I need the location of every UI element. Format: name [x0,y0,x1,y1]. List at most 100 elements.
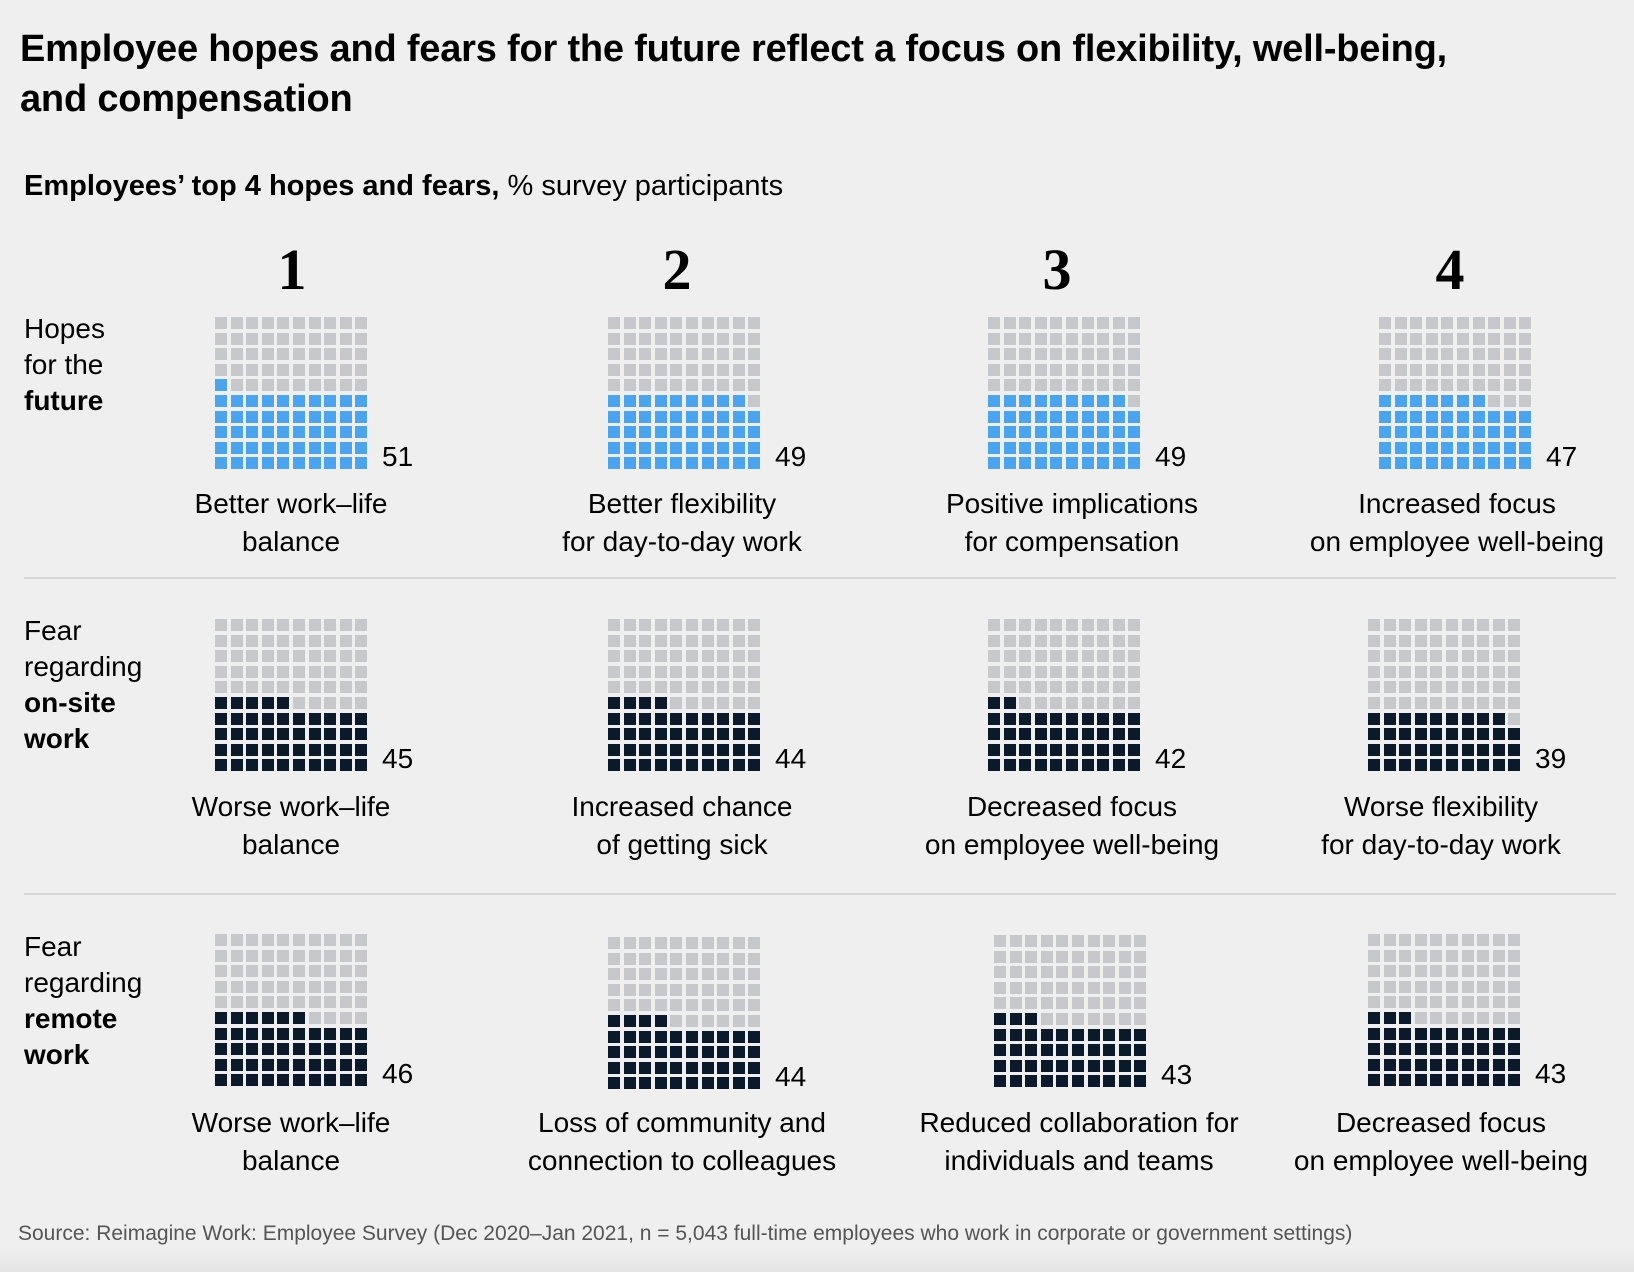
waffle-cell-empty [639,968,652,981]
waffle-cell-filled [1081,410,1094,423]
waffle-cell-empty [1072,981,1084,994]
waffle-cell-filled [701,457,714,470]
waffle-cell-filled [1134,1028,1147,1041]
waffle-cell-filled [623,395,636,407]
waffle-cell-empty [623,379,636,392]
waffle-cell-empty [1056,935,1069,947]
waffle-cell-filled [1097,441,1110,454]
waffle-cell-empty [1087,981,1100,994]
waffle-cell-empty [324,1012,337,1024]
waffle-cell-empty [1097,348,1110,361]
waffle-cell-empty [293,317,305,329]
waffle-cell-filled [230,759,243,772]
waffle-cell-empty [670,317,683,329]
waffle-cell-filled [654,1030,667,1043]
waffle-cell-empty [1410,379,1423,392]
waffle-cell-filled [1034,759,1047,772]
data-value-label: 46 [382,1058,414,1089]
waffle-cell-empty [1508,712,1521,725]
waffle-cell-empty [339,363,352,376]
waffle-cell-empty [1003,332,1016,345]
waffle-cell-empty [623,952,636,965]
waffle-cell-empty [1112,379,1125,392]
waffle-cell-filled [1414,712,1427,725]
waffle-cell-filled [308,426,321,439]
waffle-cell-empty [717,681,730,694]
waffle-cell-filled [1087,1028,1100,1041]
waffle-cell-empty [1019,348,1032,361]
waffle-cell-filled [1056,1075,1069,1088]
waffle-cell-empty [1430,681,1443,694]
waffle-cell-filled [1457,410,1469,423]
waffle-cell-filled [277,1012,290,1024]
waffle-cell-empty [246,681,259,694]
waffle-cell-empty [1383,619,1396,631]
waffle-cell-empty [686,317,698,329]
waffle-cell-empty [717,348,730,361]
waffle-cell-filled [717,743,730,756]
waffle-cell-empty [1446,934,1458,946]
waffle-cell-empty [1103,966,1116,979]
waffle-cell-filled [1019,728,1032,741]
waffle-cell-empty [1492,965,1505,978]
waffle-cell-filled [215,1027,227,1040]
waffle-cell-filled [639,728,652,741]
waffle-cell-filled [261,1074,274,1087]
waffle-cell-empty [1399,965,1412,978]
waffle-cell-empty [246,650,259,663]
waffle-cell-empty [732,681,745,694]
waffle-cell-empty [717,697,730,709]
waffle-cell-filled [293,457,305,470]
waffle-cell-empty [324,650,337,663]
waffle-cell-empty [277,934,290,946]
waffle-cell-filled [1492,1027,1505,1040]
waffle-cell-empty [1430,619,1443,631]
waffle-cell-empty [1128,665,1141,678]
item-label: Worse flexibility for day-to-day work [1261,788,1621,864]
waffle-cell-empty [1128,332,1141,345]
data-value-label: 44 [775,743,807,774]
waffle-cell-empty [355,619,368,631]
waffle-cell-empty [732,332,745,345]
waffle-cell-empty [1112,619,1125,631]
waffle-cell-filled [1508,1058,1521,1071]
waffle-cell-empty [1446,697,1458,709]
waffle-cell-empty [1034,634,1047,647]
waffle-cell-empty [1383,980,1396,993]
waffle-cell-filled [654,1077,667,1090]
waffle-cell-empty [1050,681,1063,694]
waffle-cell-filled [1003,743,1016,756]
waffle-cell-filled [1368,728,1380,741]
waffle-cell-filled [339,728,352,741]
item-label-line: connection to colleagues [527,1145,837,1176]
waffle-cell-empty [355,348,368,361]
waffle-cell-filled [1019,759,1032,772]
waffle-cell-empty [1066,317,1078,329]
waffle-cell-filled [1003,759,1016,772]
waffle-cell-filled [1461,1027,1474,1040]
waffle-cell-empty [1087,950,1100,963]
waffle-cell-empty [1019,379,1032,392]
waffle-cell-filled [1383,1058,1396,1071]
waffle-cell-filled [246,1058,259,1071]
waffle-cell-filled [1019,457,1032,470]
waffle-cell-empty [994,950,1006,963]
waffle-cell-empty [732,665,745,678]
waffle-cell-empty [1457,332,1469,345]
waffle-cell-empty [1446,650,1458,663]
waffle-cell-empty [215,363,227,376]
item-label: Increased chance of getting sick [502,788,862,864]
waffle-cell-filled [246,728,259,741]
waffle-cell-empty [277,650,290,663]
waffle-cell-empty [1394,317,1407,329]
waffle-cell-empty [1519,379,1532,392]
waffle-cell-empty [1003,665,1016,678]
waffle-cell-empty [1492,697,1505,709]
waffle-cell-empty [1461,634,1474,647]
waffle-cell-filled [1492,1058,1505,1071]
waffle-cell-empty [1508,965,1521,978]
waffle-cell-empty [686,619,698,631]
waffle-cell-filled [1056,1028,1069,1041]
waffle-cell-filled [293,1012,305,1024]
waffle-cell-empty [1461,1012,1474,1024]
